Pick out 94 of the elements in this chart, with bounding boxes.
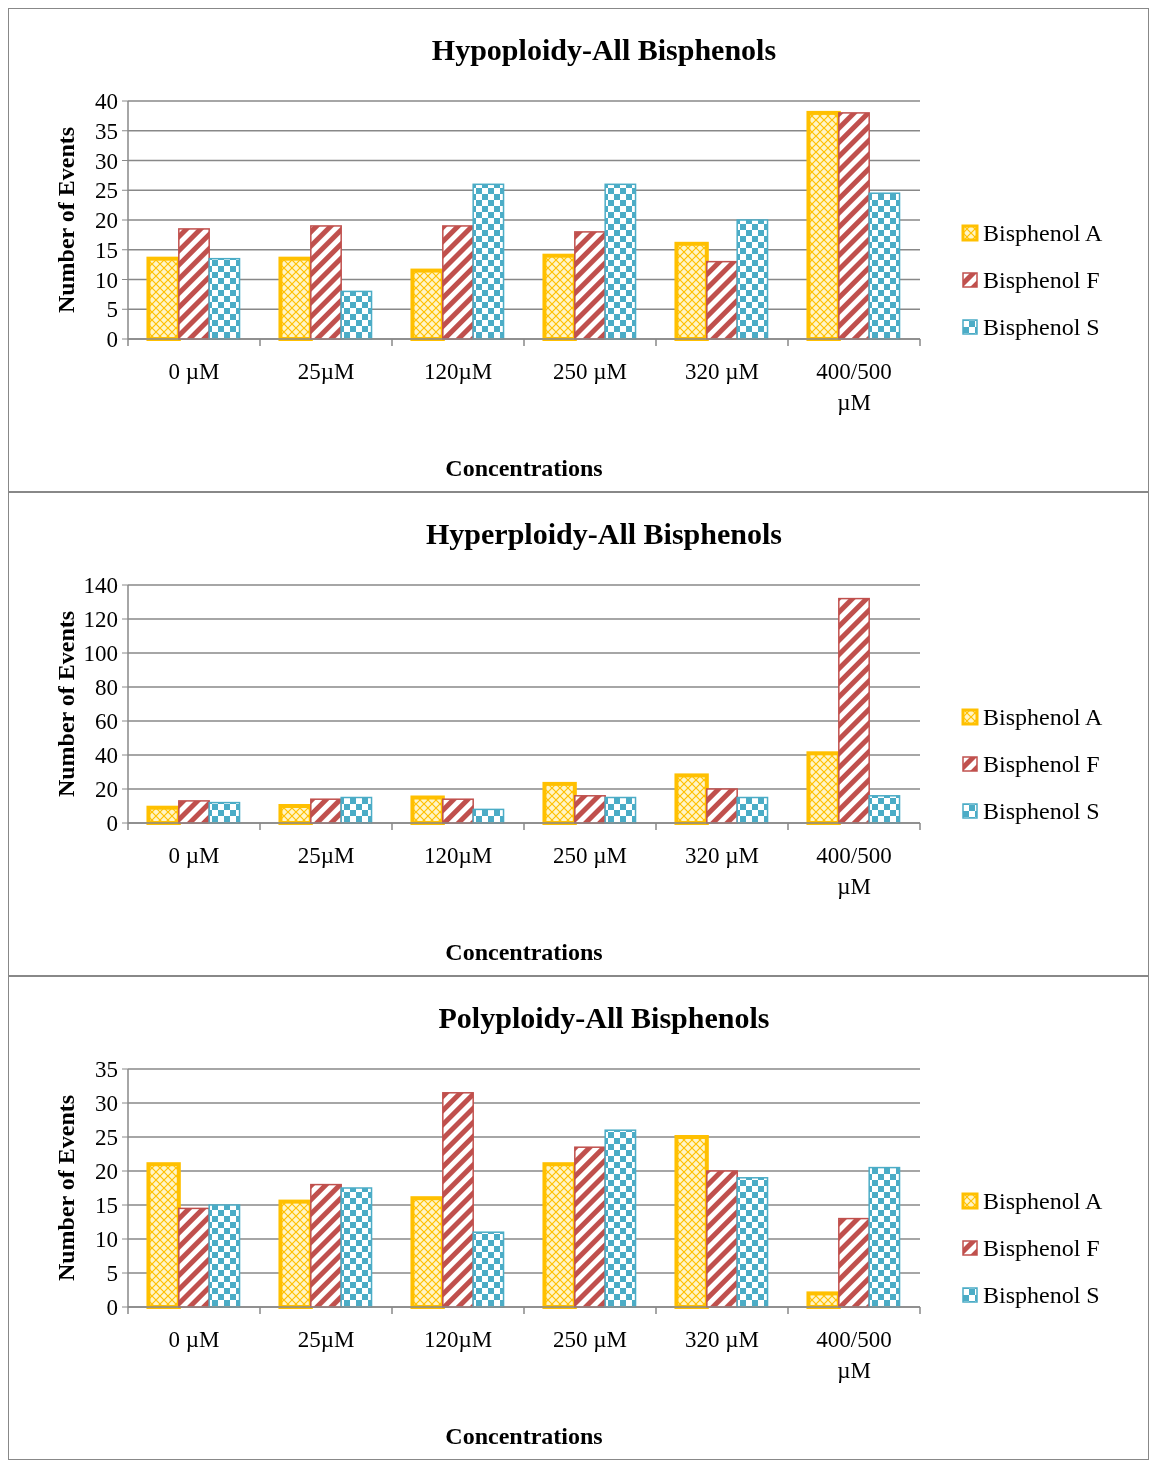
y-tick-label: 0 bbox=[106, 1295, 118, 1321]
bar bbox=[472, 1231, 505, 1308]
x-tick-label: 0 µM bbox=[168, 359, 220, 384]
y-tick-label: 30 bbox=[95, 148, 118, 174]
x-axis-title: Concentrations bbox=[445, 455, 603, 481]
x-tick-label: 0 µM bbox=[168, 843, 220, 868]
legend-label: Bisphenol S bbox=[983, 1282, 1100, 1309]
y-tick-label: 0 bbox=[106, 327, 118, 353]
x-tick-label: 120µM bbox=[423, 359, 493, 384]
legend-label: Bisphenol A bbox=[983, 704, 1104, 731]
y-tick-label: 120 bbox=[83, 607, 118, 633]
bar bbox=[340, 1187, 373, 1308]
x-tick-label: 25µM bbox=[297, 1327, 355, 1352]
bar bbox=[340, 290, 373, 340]
bar bbox=[310, 798, 342, 824]
x-tick-label: 250 µM bbox=[553, 843, 627, 868]
bar bbox=[736, 219, 769, 340]
chart-title: Hyperploidy-All Bisphenols bbox=[426, 517, 782, 550]
bar bbox=[736, 796, 769, 824]
y-tick-label: 25 bbox=[95, 178, 118, 204]
bar bbox=[310, 225, 342, 340]
bar bbox=[178, 228, 210, 340]
y-axis-title: Number of Events bbox=[53, 1094, 79, 1282]
bar bbox=[178, 1207, 210, 1308]
bar bbox=[208, 257, 241, 340]
y-tick-label: 30 bbox=[95, 1091, 118, 1117]
bar bbox=[472, 183, 505, 340]
y-tick-label: 15 bbox=[95, 237, 118, 263]
legend-label: Bisphenol A bbox=[983, 220, 1104, 247]
x-axis-title: Concentrations bbox=[445, 939, 603, 965]
legend-label: Bisphenol F bbox=[983, 1235, 1100, 1262]
bar bbox=[208, 1204, 241, 1308]
y-tick-label: 80 bbox=[95, 675, 118, 701]
legend-label: Bisphenol S bbox=[983, 314, 1100, 341]
y-tick-label: 20 bbox=[95, 777, 118, 803]
y-tick-label: 35 bbox=[95, 118, 118, 144]
x-tick-label: 250 µM bbox=[553, 1327, 627, 1352]
bar bbox=[736, 1177, 769, 1308]
y-tick-label: 15 bbox=[95, 1193, 118, 1219]
x-tick-label: 25µM bbox=[297, 843, 355, 868]
bar bbox=[604, 1129, 637, 1308]
bar bbox=[442, 225, 474, 340]
y-tick-label: 140 bbox=[83, 573, 118, 599]
y-tick-label: 20 bbox=[95, 208, 118, 234]
legend-label: Bisphenol S bbox=[983, 798, 1100, 825]
x-tick-label: 400/500 µM bbox=[816, 843, 892, 899]
bar bbox=[604, 183, 637, 340]
y-tick-label: 40 bbox=[95, 89, 118, 115]
bar bbox=[574, 1146, 606, 1308]
bar bbox=[442, 798, 474, 824]
y-tick-label: 5 bbox=[106, 1261, 118, 1287]
x-axis-title: Concentrations bbox=[445, 1423, 603, 1449]
y-tick-label: 5 bbox=[106, 297, 118, 323]
y-tick-label: 0 bbox=[106, 811, 118, 837]
x-tick-label: 250 µM bbox=[553, 359, 627, 384]
bar bbox=[868, 1166, 901, 1308]
chart-title: Polyploidy-All Bisphenols bbox=[438, 1001, 770, 1034]
bar bbox=[838, 112, 870, 340]
x-tick-label: 120µM bbox=[423, 843, 493, 868]
bar bbox=[574, 231, 606, 340]
legend-label: Bisphenol F bbox=[983, 267, 1100, 294]
y-axis-title: Number of Events bbox=[53, 610, 79, 798]
y-axis-title: Number of Events bbox=[53, 126, 79, 314]
bar bbox=[442, 1092, 474, 1308]
x-tick-label: 320 µM bbox=[685, 359, 759, 384]
x-tick-label: 400/500 µM bbox=[816, 359, 892, 415]
x-tick-label: 400/500 µM bbox=[816, 1327, 892, 1383]
bar bbox=[310, 1183, 342, 1308]
y-tick-label: 10 bbox=[95, 267, 118, 293]
y-tick-label: 100 bbox=[83, 641, 118, 667]
legend-label: Bisphenol A bbox=[983, 1188, 1104, 1215]
bar bbox=[604, 796, 637, 824]
y-tick-label: 25 bbox=[95, 1125, 118, 1151]
y-tick-label: 35 bbox=[95, 1057, 118, 1083]
x-tick-label: 120µM bbox=[423, 1327, 493, 1352]
bar bbox=[868, 795, 901, 824]
bar bbox=[706, 1170, 738, 1308]
chart-title: Hypoploidy-All Bisphenols bbox=[431, 33, 777, 66]
y-tick-label: 60 bbox=[95, 709, 118, 735]
y-tick-label: 10 bbox=[95, 1227, 118, 1253]
bar bbox=[838, 1217, 870, 1308]
x-tick-label: 320 µM bbox=[685, 843, 759, 868]
bar bbox=[208, 801, 241, 824]
y-tick-label: 20 bbox=[95, 1159, 118, 1185]
x-tick-label: 320 µM bbox=[685, 1327, 759, 1352]
bar bbox=[838, 597, 870, 824]
bar bbox=[868, 192, 901, 340]
bar bbox=[706, 260, 738, 340]
legend-label: Bisphenol F bbox=[983, 751, 1100, 778]
y-tick-label: 40 bbox=[95, 743, 118, 769]
x-tick-label: 25µM bbox=[297, 359, 355, 384]
bar bbox=[706, 788, 738, 824]
x-tick-label: 0 µM bbox=[168, 1327, 220, 1352]
bar bbox=[340, 796, 373, 824]
